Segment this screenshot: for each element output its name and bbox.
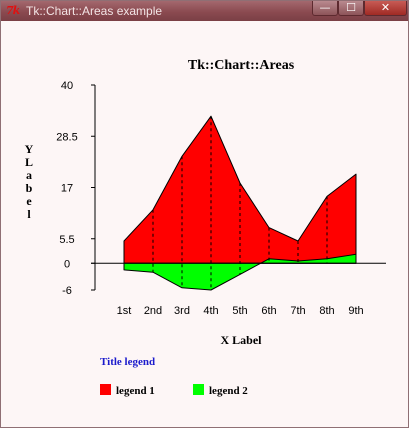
area-chart: 40 28.5 17 5.5 0 -6 1st 2nd 3rd 4th 5th 6th 7th 8th 9… xyxy=(25,58,386,397)
x-tick-label: 5th xyxy=(232,305,247,317)
x-tick-label: 9th xyxy=(348,305,363,317)
y-label-letter: l xyxy=(27,207,31,221)
y-tick-label: 0 xyxy=(64,258,70,270)
close-icon: ✕ xyxy=(380,1,391,14)
x-tick-label: 3rd xyxy=(174,305,190,317)
close-button[interactable]: ✕ xyxy=(364,1,407,16)
maximize-icon: ☐ xyxy=(346,1,356,14)
chart-legend: legend 1 legend 2 xyxy=(100,384,248,397)
y-tick-label: 40 xyxy=(61,80,73,92)
x-axis-label: X Label xyxy=(220,333,262,347)
y-tick-labels: 40 28.5 17 5.5 0 -6 xyxy=(56,80,95,297)
y-label-letter: Y xyxy=(25,142,34,156)
minimize-icon: — xyxy=(319,1,331,14)
legend-swatch xyxy=(100,384,111,395)
maximize-button[interactable]: ☐ xyxy=(338,1,364,16)
y-label-letter: e xyxy=(26,194,32,208)
x-tick-label: 2nd xyxy=(144,305,162,317)
minimize-button[interactable]: — xyxy=(312,1,338,16)
y-tick-label: 17 xyxy=(61,183,73,195)
y-tick-label: -6 xyxy=(62,285,72,297)
window-title: Tk::Chart::Areas example xyxy=(26,4,163,18)
chart-title: Tk::Chart::Areas xyxy=(188,58,295,73)
x-tick-label: 7th xyxy=(290,305,305,317)
y-tick-label: 5.5 xyxy=(59,234,74,246)
x-tick-label: 8th xyxy=(319,305,334,317)
legend-title: Title legend xyxy=(100,356,155,368)
x-tick-labels: 1st 2nd 3rd 4th 5th 6th 7th 8th 9th xyxy=(117,305,364,317)
y-label-letter: a xyxy=(26,168,32,182)
legend-label: legend 1 xyxy=(116,385,155,397)
y-tick-label: 28.5 xyxy=(56,131,77,143)
y-label-letter: L xyxy=(25,155,33,169)
chart-category-dashes xyxy=(123,116,357,290)
legend-label: legend 2 xyxy=(209,385,248,397)
legend-swatch xyxy=(193,384,204,395)
x-tick-label: 1st xyxy=(117,305,132,317)
title-bar[interactable]: 7k Tk::Chart::Areas example — ☐ ✕ xyxy=(1,1,408,21)
x-tick-label: 6th xyxy=(261,305,276,317)
y-label-letter: b xyxy=(26,181,33,195)
tk-app-icon: 7k xyxy=(6,4,20,17)
x-tick-label: 4th xyxy=(203,305,218,317)
